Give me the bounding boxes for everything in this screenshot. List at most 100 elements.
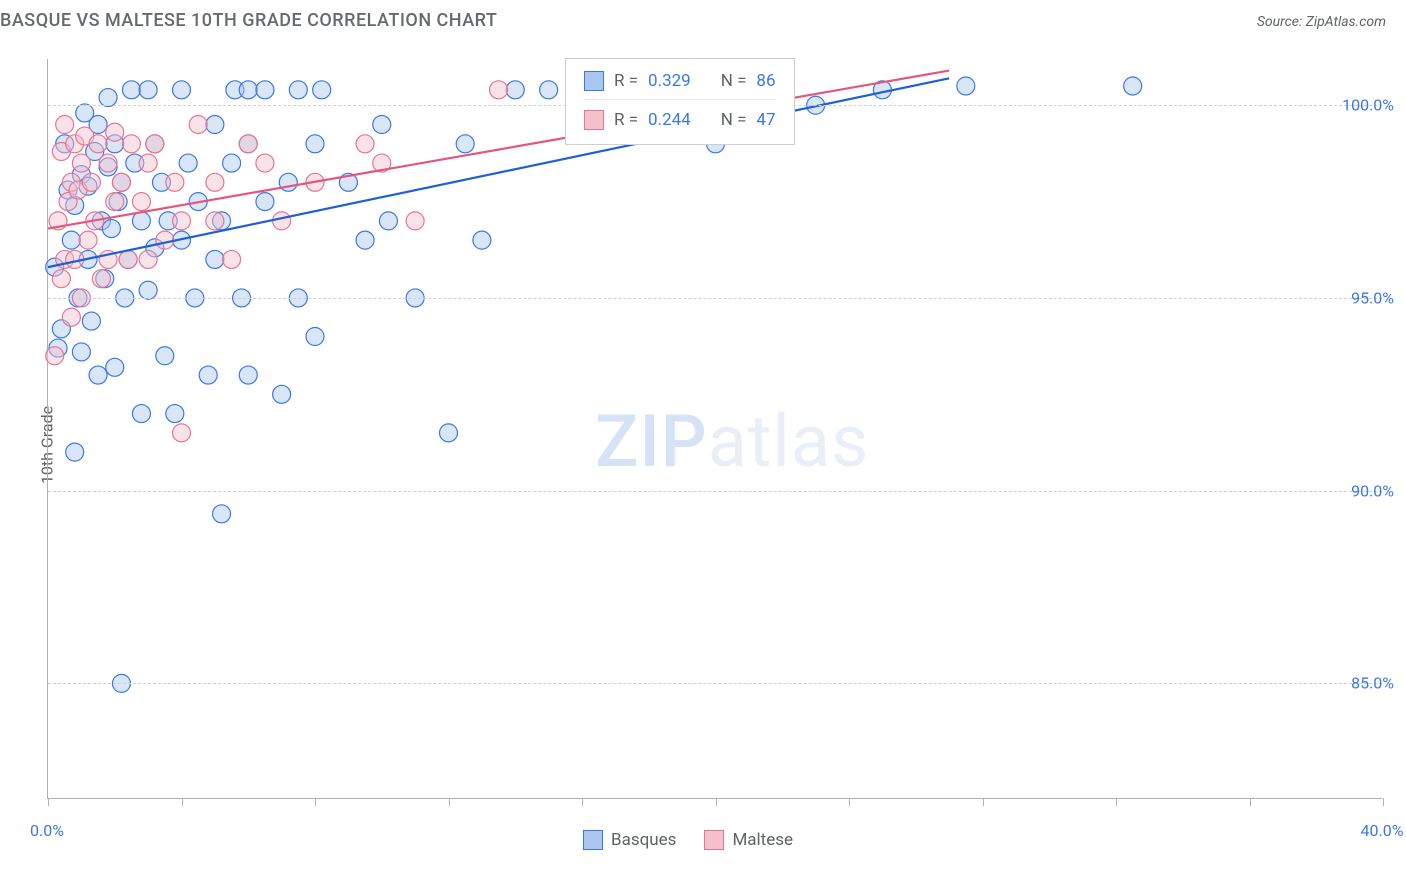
data-point [52, 270, 70, 288]
legend-row: R = 0.244 N = 47 [584, 99, 776, 134]
data-point [239, 366, 257, 384]
xtick [449, 798, 450, 806]
gridline-h [48, 298, 1382, 299]
data-point [189, 116, 207, 134]
legend-item: Maltese [704, 830, 793, 850]
data-point [206, 116, 224, 134]
data-point [256, 193, 274, 211]
legend-name: Maltese [732, 830, 793, 850]
data-point [106, 193, 124, 211]
data-point [306, 135, 324, 153]
xtick [716, 798, 717, 806]
data-point [139, 250, 157, 268]
data-point [62, 308, 80, 326]
correlation-legend: R = 0.329 N = 86 R = 0.244 N = 47 [565, 58, 795, 145]
data-point [46, 347, 64, 365]
legend-swatch [584, 71, 604, 91]
data-point [122, 135, 140, 153]
data-point [206, 250, 224, 268]
data-point [256, 154, 274, 172]
data-point [82, 173, 100, 191]
gridline-h [48, 491, 1382, 492]
data-point [239, 81, 257, 99]
data-point [256, 81, 274, 99]
xtick [1116, 798, 1117, 806]
chart-source: Source: ZipAtlas.com [1257, 14, 1386, 30]
data-point [473, 231, 491, 249]
legend-n-label: N = [721, 110, 747, 130]
chart-header: BASQUE VS MALTESE 10TH GRADE CORRELATION… [0, 0, 1406, 33]
gridline-h [48, 683, 1382, 684]
data-point [89, 366, 107, 384]
data-point [440, 424, 458, 442]
data-point [173, 81, 191, 99]
data-point [139, 281, 157, 299]
trend-line [48, 78, 949, 267]
data-point [406, 212, 424, 230]
legend-r-value: 0.244 [648, 110, 691, 130]
legend-name: Basques [611, 830, 676, 850]
data-point [223, 250, 241, 268]
data-point [273, 385, 291, 403]
xtick [582, 798, 583, 806]
data-point [112, 173, 130, 191]
xtick [849, 798, 850, 806]
data-point [72, 154, 90, 172]
data-point [289, 81, 307, 99]
data-point [223, 154, 241, 172]
data-point [273, 212, 291, 230]
legend-swatch [584, 110, 604, 130]
data-point [957, 77, 975, 95]
data-point [62, 231, 80, 249]
data-point [66, 443, 84, 461]
data-point [356, 135, 374, 153]
xtick-label: 40.0% [1361, 821, 1404, 840]
series-legend: Basques Maltese [583, 830, 793, 850]
chart-title: BASQUE VS MALTESE 10TH GRADE CORRELATION… [0, 10, 497, 31]
data-point [102, 220, 120, 238]
legend-r-value: 0.329 [648, 71, 691, 91]
xtick [48, 798, 49, 806]
data-point [139, 81, 157, 99]
data-point [213, 505, 231, 523]
data-point [540, 81, 558, 99]
data-point [146, 135, 164, 153]
data-point [89, 135, 107, 153]
xtick [1383, 798, 1384, 806]
legend-swatch [583, 830, 603, 850]
data-point [379, 212, 397, 230]
ytick-label: 95.0% [1351, 288, 1394, 307]
legend-r-label: R = [614, 110, 638, 130]
data-point [99, 89, 117, 107]
plot-region: ZIPatlas [47, 59, 1382, 799]
data-point [306, 328, 324, 346]
data-point [139, 154, 157, 172]
data-point [456, 135, 474, 153]
data-point [506, 81, 524, 99]
data-point [156, 231, 174, 249]
data-point [166, 405, 184, 423]
data-point [82, 312, 100, 330]
legend-n-value: 47 [756, 110, 775, 130]
xtick-label: 0.0% [30, 821, 64, 840]
data-point [156, 347, 174, 365]
data-point [106, 358, 124, 376]
data-point [79, 231, 97, 249]
data-point [122, 81, 140, 99]
legend-swatch [704, 830, 724, 850]
legend-item: Basques [583, 830, 676, 850]
data-point [199, 366, 217, 384]
legend-n-value: 86 [756, 71, 775, 91]
chart-area: 10th Grade ZIPatlas 85.0%90.0%95.0%100.0… [0, 45, 1406, 845]
data-point [173, 212, 191, 230]
data-point [1124, 77, 1142, 95]
xtick [182, 798, 183, 806]
data-point [132, 212, 150, 230]
data-point [206, 173, 224, 191]
data-point [179, 154, 197, 172]
xtick [1250, 798, 1251, 806]
legend-r-label: R = [614, 71, 638, 91]
data-point [173, 424, 191, 442]
data-point [313, 81, 331, 99]
data-point [119, 250, 137, 268]
